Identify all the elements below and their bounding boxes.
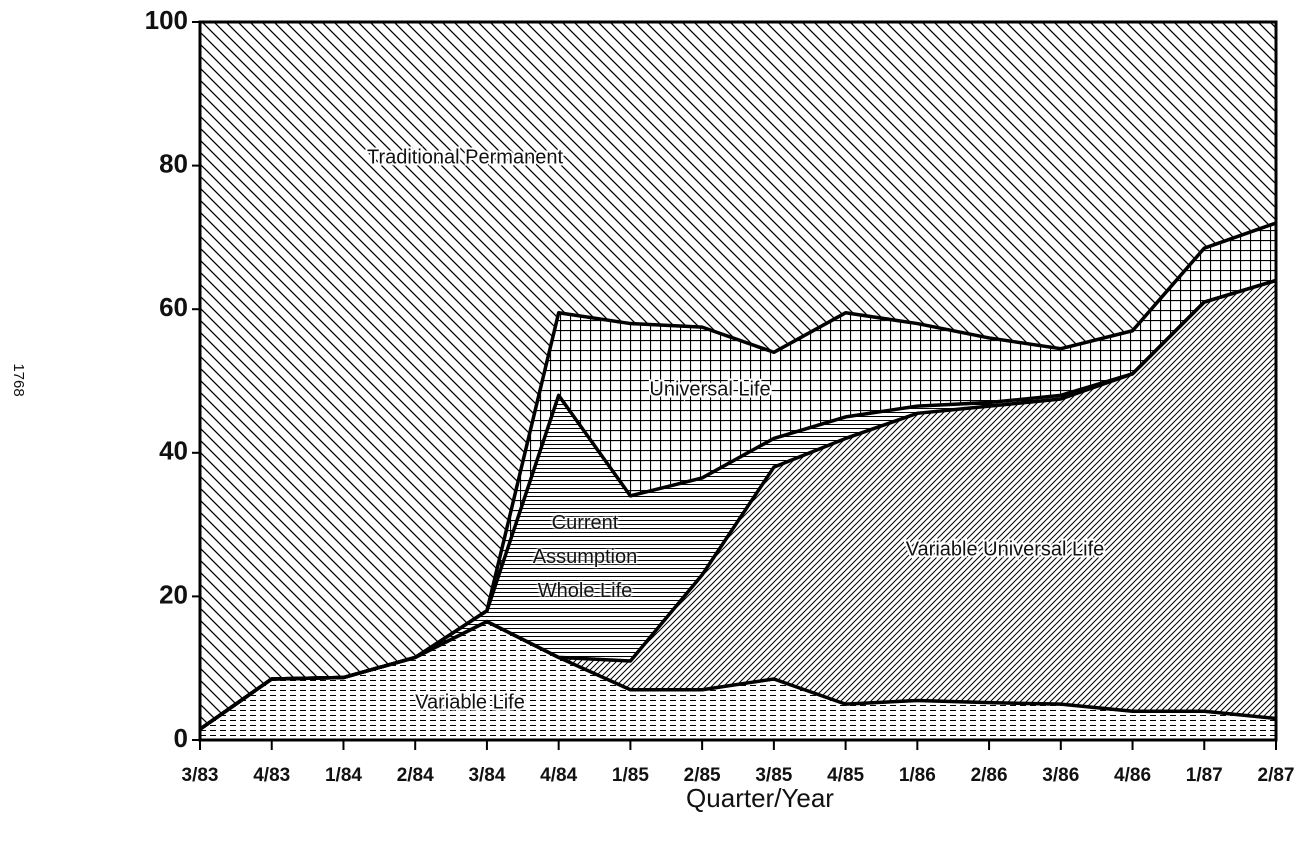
x-tick-label: 3/85 [755,765,792,786]
x-tick-label: 4/86 [1114,765,1151,786]
y-tick-label: 100 [145,5,188,35]
x-tick-label: 4/83 [253,765,290,786]
x-tick-label: 3/84 [468,765,505,786]
x-tick-label: 4/85 [827,765,864,786]
x-tick-label: 4/84 [540,765,577,786]
boundary-line [198,221,1277,731]
y-tick-label: 0 [174,723,188,753]
x-tick-label: 1/85 [612,765,649,786]
area [200,223,1276,730]
x-axis-title: Quarter/Year [686,783,834,813]
x-tick-label: 1/86 [899,765,936,786]
area [200,621,1276,740]
area-label: Traditional Permanent [367,146,563,168]
x-tick-label: 1/84 [325,765,362,786]
area-label: Universal Life [649,378,770,400]
y-tick-label: 60 [159,292,188,322]
x-tick-label: 1/87 [1186,765,1223,786]
area-label: Variable Universal Life [906,538,1105,560]
x-tick-label: 3/83 [182,765,219,786]
x-tick-label: 2/84 [397,765,434,786]
area [200,280,1276,730]
area [200,280,1276,730]
x-tick-label: 3/86 [1042,765,1079,786]
y-tick-label: 40 [159,436,188,466]
x-tick-label: 2/87 [1258,765,1295,786]
page-number: 1768 [10,363,27,396]
area-label: Current Assumption Whole Life [532,512,638,602]
y-tick-label: 20 [159,579,188,609]
x-tick-label: 2/86 [971,765,1008,786]
x-tick-label: 2/85 [684,765,721,786]
y-tick-label: 80 [159,148,188,178]
area [200,22,1276,730]
plot-frame [198,20,1278,742]
area-label: Variable Life [415,691,525,713]
